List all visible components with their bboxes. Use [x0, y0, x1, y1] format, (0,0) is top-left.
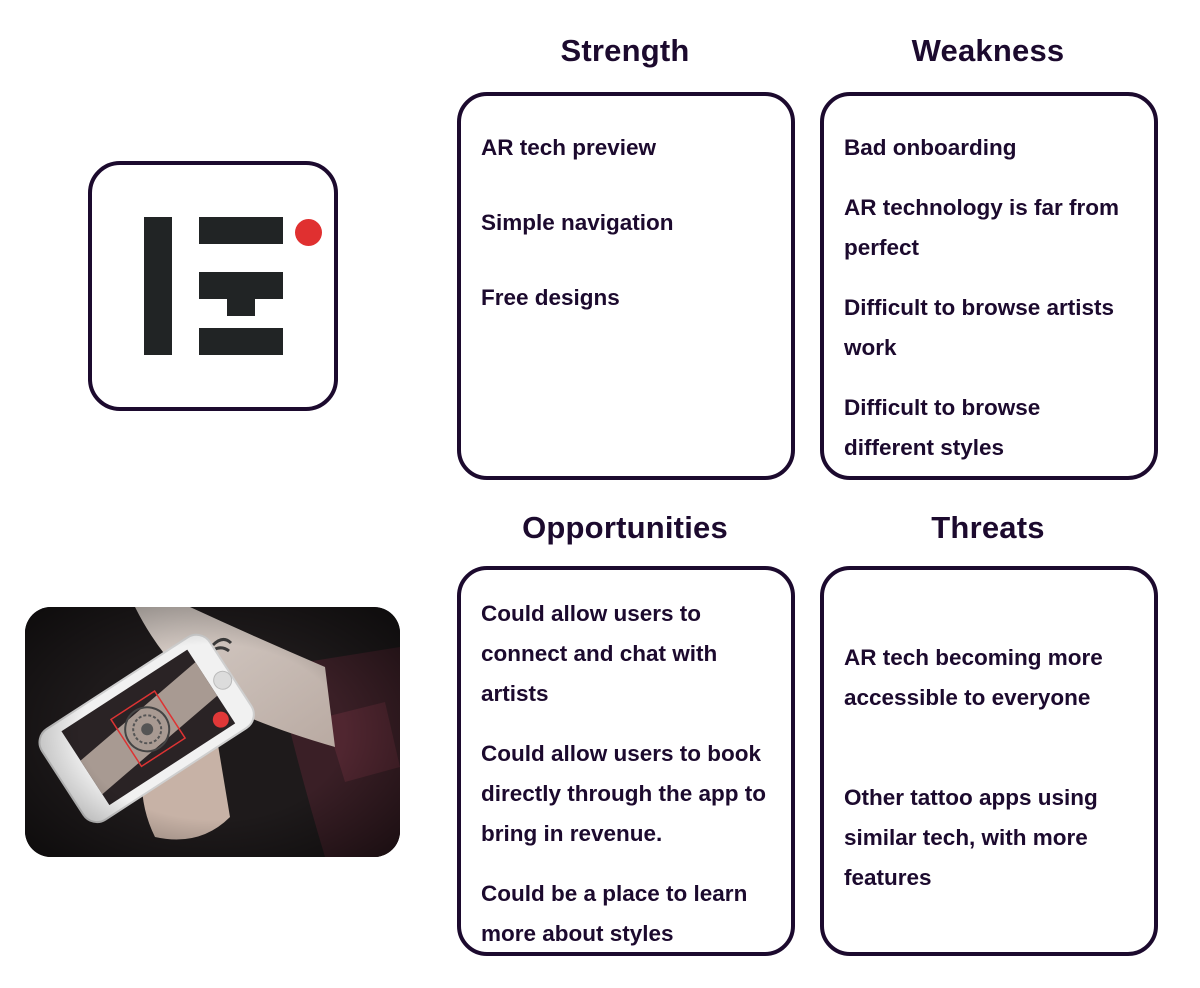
- strength-card: AR tech preview Simple navigation Free d…: [457, 92, 795, 480]
- threats-card: AR tech becoming more accessible to ever…: [820, 566, 1158, 956]
- app-logo: [88, 161, 338, 411]
- weakness-heading: Weakness: [911, 33, 1065, 68]
- opportunities-item: Could be a place to learn more about sty…: [481, 881, 748, 946]
- opportunities-heading: Opportunities: [522, 510, 728, 545]
- threats-heading: Threats: [931, 510, 1045, 545]
- strength-item: Simple navigation: [481, 210, 674, 235]
- weakness-card: Bad onboarding AR technology is far from…: [820, 92, 1158, 480]
- phone-ar-tattoo-illustration: [25, 607, 400, 857]
- logo-bottom-bar: [199, 328, 283, 355]
- strength-heading: Strength: [560, 33, 690, 68]
- logo-red-dot-icon: [295, 219, 322, 246]
- weakness-item: Bad onboarding: [844, 135, 1017, 160]
- opportunities-card: Could allow users to connect and chat wi…: [457, 566, 795, 956]
- logo-vertical-bar: [144, 217, 172, 355]
- strength-item: AR tech preview: [481, 135, 657, 160]
- opportunities-item: Could allow users to connect and chat wi…: [481, 601, 718, 706]
- opportunities-item: Could allow users to book directly throu…: [481, 741, 766, 846]
- logo-top-bar: [199, 217, 283, 244]
- threats-item: Other tattoo apps using similar tech, wi…: [844, 785, 1098, 890]
- weakness-item: Difficult to browse artists work: [844, 295, 1115, 360]
- weakness-item: AR technology is far from perfect: [844, 195, 1120, 260]
- threats-item: AR tech becoming more accessible to ever…: [844, 645, 1103, 710]
- strength-item: Free designs: [481, 285, 620, 310]
- logo-middle-bar: [199, 272, 283, 299]
- ar-tattoo-photo: [25, 607, 400, 857]
- logo-middle-stem: [227, 299, 255, 316]
- weakness-item: Difficult to browse different styles: [844, 395, 1041, 460]
